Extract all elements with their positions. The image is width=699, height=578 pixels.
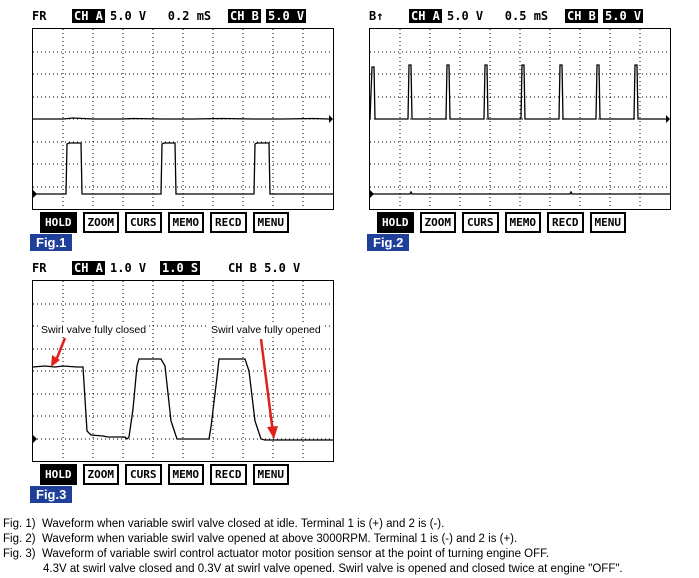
fig2-memo-button[interactable]: MEMO	[504, 212, 541, 233]
fig2-button-bar: HOLD ZOOM CURS MEMO RECD MENU	[377, 212, 626, 233]
fig1-header: FR CH A 5.0 V 0.2 mS CH B 5.0 V	[30, 6, 335, 26]
fig2-zoom-button[interactable]: ZOOM	[419, 212, 456, 233]
fig3-hold-button[interactable]: HOLD	[40, 464, 77, 485]
fig2-ch-a-settings: 5.0 V 0.5 mS	[447, 9, 549, 23]
fig1-channel-b-trace	[33, 117, 330, 120]
fig3-closed-arrowhead	[51, 355, 60, 367]
fig1-curs-button[interactable]: CURS	[125, 212, 162, 233]
fig2-curs-button[interactable]: CURS	[462, 212, 499, 233]
fig1-hold-button[interactable]: HOLD	[40, 212, 77, 233]
fig3-ch-b-setting: CH B 5.0 V	[228, 261, 301, 275]
fig3-opened-arrowhead	[267, 426, 278, 439]
fig1-label: Fig.1	[30, 234, 73, 251]
fig1-zoom-button[interactable]: ZOOM	[82, 212, 119, 233]
fig1-ch-b-setting: 5.0 V	[266, 9, 307, 23]
fig3-ch-a-setting: 1.0 V	[110, 261, 147, 275]
fig1-waveform-plot	[33, 29, 333, 209]
fig3-header: FR CH A 1.0 V 1.0 S CH B 5.0 V	[30, 258, 335, 278]
fig3-memo-button[interactable]: MEMO	[167, 464, 204, 485]
fig2-hold-button[interactable]: HOLD	[377, 212, 414, 233]
fig3-screen: Swirl valve fully closed Swirl valve ful…	[32, 280, 334, 462]
fig2-header: B↑ CH A 5.0 V 0.5 mS CH B 5.0 V	[367, 6, 672, 26]
caption-fig1: Fig. 1) Waveform when variable swirl val…	[3, 518, 445, 530]
fig3-time-setting: 1.0 S	[160, 261, 201, 275]
caption-fig3: Fig. 3) Waveform of variable swirl contr…	[3, 548, 550, 560]
fig2-label: Fig.2	[367, 234, 410, 251]
fig1-screen	[32, 28, 334, 210]
oscilloscope-fig2: B↑ CH A 5.0 V 0.5 mS CH B 5.0 V HOLD ZOO…	[367, 6, 672, 234]
fig2-screen	[369, 28, 671, 210]
fig3-recd-button[interactable]: RECD	[210, 464, 247, 485]
fig3-opened-arrow-line	[259, 338, 275, 434]
fig1-ch-a-label: CH A	[72, 9, 105, 23]
fig2-channel-a-trace	[370, 64, 666, 120]
fig3-position-sensor-trace	[33, 358, 333, 441]
fig3-label: Fig.3	[30, 486, 73, 503]
fig3-annotation-opened: Swirl valve fully opened	[209, 324, 323, 336]
fig1-recd-button[interactable]: RECD	[210, 212, 247, 233]
fig1-tag: FR	[32, 9, 47, 23]
fig2-channel-b-trace	[370, 190, 670, 195]
fig3-curs-button[interactable]: CURS	[125, 464, 162, 485]
caption-fig2: Fig. 2) Waveform when variable swirl val…	[3, 533, 518, 545]
caption-fig3-detail: 4.3V at swirl valve closed and 0.3V at s…	[43, 563, 623, 575]
fig1-menu-button[interactable]: MENU	[252, 212, 289, 233]
fig1-ch-b-label: CH B	[228, 9, 261, 23]
fig2-tag: B↑	[369, 9, 384, 23]
oscilloscope-fig3: FR CH A 1.0 V 1.0 S CH B 5.0 V Swirl	[30, 258, 335, 486]
fig1-memo-button[interactable]: MEMO	[167, 212, 204, 233]
fig1-ch-a-settings: 5.0 V 0.2 mS	[110, 9, 212, 23]
fig3-waveform-plot	[33, 281, 333, 461]
fig1-channel-a-trace	[33, 142, 333, 195]
fig3-annotation-closed: Swirl valve fully closed	[39, 324, 149, 336]
fig3-menu-button[interactable]: MENU	[252, 464, 289, 485]
fig3-tag: FR	[32, 261, 47, 275]
fig2-waveform-plot	[370, 29, 670, 209]
fig2-menu-button[interactable]: MENU	[589, 212, 626, 233]
fig3-zoom-button[interactable]: ZOOM	[82, 464, 119, 485]
fig1-button-bar: HOLD ZOOM CURS MEMO RECD MENU	[40, 212, 289, 233]
fig2-recd-button[interactable]: RECD	[547, 212, 584, 233]
fig2-ch-a-label: CH A	[409, 9, 442, 23]
fig2-ch-b-label: CH B	[565, 9, 598, 23]
fig3-button-bar: HOLD ZOOM CURS MEMO RECD MENU	[40, 464, 289, 485]
fig3-ch-a-label: CH A	[72, 261, 105, 275]
fig2-ch-b-setting: 5.0 V	[603, 9, 644, 23]
oscilloscope-fig1: FR CH A 5.0 V 0.2 mS CH B 5.0 V HOLD ZOO…	[30, 6, 335, 234]
